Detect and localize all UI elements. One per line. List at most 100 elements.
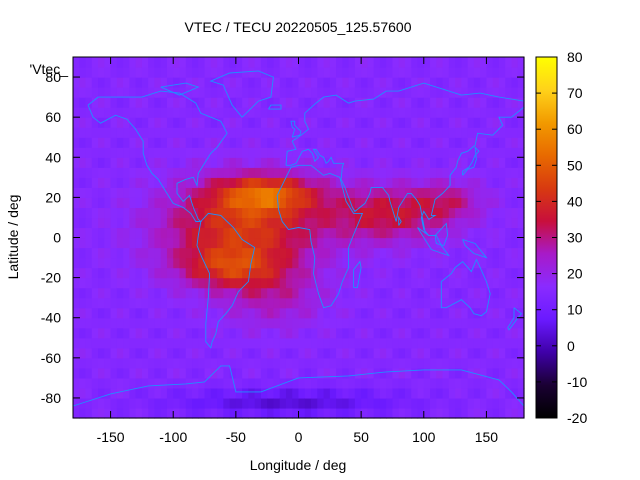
heatmap-cell bbox=[160, 137, 168, 148]
heatmap-cell bbox=[461, 97, 469, 108]
heatmap-cell bbox=[442, 307, 450, 319]
heatmap-cell bbox=[123, 317, 130, 329]
heatmap-cell bbox=[135, 377, 143, 389]
heatmap-cell bbox=[248, 217, 256, 229]
heatmap-cell bbox=[229, 167, 237, 178]
heatmap-cell bbox=[417, 247, 425, 259]
heatmap-cell bbox=[323, 117, 331, 128]
heatmap-cell bbox=[398, 297, 406, 309]
heatmap-cell bbox=[379, 397, 387, 409]
heatmap-cell bbox=[135, 387, 143, 399]
heatmap-cell bbox=[336, 367, 343, 379]
heatmap-cell bbox=[85, 137, 93, 148]
heatmap-cell bbox=[473, 327, 481, 339]
heatmap-cell bbox=[386, 137, 394, 148]
heatmap-cell bbox=[517, 327, 525, 339]
heatmap-cell bbox=[417, 407, 425, 419]
heatmap-cell bbox=[135, 257, 143, 269]
heatmap-cell bbox=[417, 67, 425, 78]
heatmap-cell bbox=[73, 197, 80, 209]
heatmap-cell bbox=[492, 367, 500, 379]
heatmap-cell bbox=[436, 137, 444, 148]
heatmap-cell bbox=[204, 247, 212, 259]
heatmap-cell bbox=[204, 387, 212, 399]
heatmap-cell bbox=[423, 287, 431, 299]
heatmap-cell bbox=[492, 187, 500, 198]
heatmap-cell bbox=[173, 297, 181, 309]
heatmap-cell bbox=[260, 307, 268, 319]
heatmap-cell bbox=[336, 207, 343, 219]
heatmap-cell bbox=[154, 247, 162, 259]
heatmap-cell bbox=[323, 377, 331, 389]
heatmap-cell bbox=[348, 357, 356, 369]
heatmap-cell bbox=[110, 357, 118, 369]
heatmap-cell bbox=[417, 367, 425, 379]
heatmap-cell bbox=[386, 87, 394, 98]
heatmap-cell bbox=[116, 277, 124, 289]
heatmap-cell bbox=[242, 107, 249, 118]
heatmap-cell bbox=[517, 247, 525, 259]
heatmap-cell bbox=[254, 147, 262, 158]
heatmap-cell bbox=[229, 327, 237, 339]
heatmap-cell bbox=[517, 237, 525, 249]
x-tick-label: -150 bbox=[97, 429, 125, 445]
heatmap-cell bbox=[505, 187, 513, 198]
heatmap-cell bbox=[148, 247, 156, 259]
heatmap-cell bbox=[304, 357, 312, 369]
heatmap-cell bbox=[367, 377, 375, 389]
heatmap-cell bbox=[273, 137, 281, 148]
heatmap-cell bbox=[517, 157, 525, 168]
heatmap-cell bbox=[461, 117, 469, 128]
heatmap-cell bbox=[260, 187, 268, 198]
heatmap-cell bbox=[436, 117, 444, 128]
heatmap-cell bbox=[342, 227, 350, 239]
heatmap-cell bbox=[116, 387, 124, 399]
heatmap-cell bbox=[135, 157, 143, 168]
heatmap-cell bbox=[436, 407, 444, 419]
coastline-sri-lanka bbox=[398, 215, 402, 226]
heatmap-cell bbox=[129, 407, 137, 419]
heatmap-cell bbox=[311, 177, 318, 188]
heatmap-cell bbox=[367, 137, 375, 148]
heatmap-cell bbox=[235, 277, 243, 289]
heatmap-cell bbox=[505, 277, 513, 289]
heatmap-cell bbox=[417, 237, 425, 249]
heatmap-cell bbox=[85, 397, 93, 409]
heatmap-cell bbox=[455, 187, 462, 198]
heatmap-cell bbox=[116, 207, 124, 219]
heatmap-cell bbox=[254, 97, 262, 108]
heatmap-cell bbox=[455, 237, 462, 249]
heatmap-cell bbox=[492, 317, 500, 329]
heatmap-cell bbox=[85, 357, 93, 369]
heatmap-cell bbox=[480, 207, 488, 219]
key-label: 'Vtec_ bbox=[30, 61, 69, 77]
heatmap-cell bbox=[279, 187, 287, 198]
heatmap-cell bbox=[185, 167, 193, 178]
heatmap-cell bbox=[455, 227, 462, 239]
heatmap-cell bbox=[154, 217, 162, 229]
heatmap-cell bbox=[311, 297, 318, 309]
heatmap-cell bbox=[373, 147, 381, 158]
heatmap-cell bbox=[85, 217, 93, 229]
heatmap-cell bbox=[217, 407, 224, 419]
heatmap-cell bbox=[442, 127, 450, 138]
heatmap-cell bbox=[417, 377, 425, 389]
heatmap-cell bbox=[198, 387, 206, 399]
heatmap-cell bbox=[110, 147, 118, 158]
heatmap-cell bbox=[329, 207, 337, 219]
heatmap-cell bbox=[517, 77, 525, 88]
heatmap-cell bbox=[217, 67, 224, 78]
heatmap-cell bbox=[354, 187, 362, 198]
heatmap-cell bbox=[217, 397, 224, 409]
heatmap-cell bbox=[116, 167, 124, 178]
heatmap-cell bbox=[430, 217, 437, 229]
heatmap-cell bbox=[98, 97, 105, 108]
heatmap-cell bbox=[498, 167, 506, 178]
heatmap-cell bbox=[448, 357, 456, 369]
heatmap-cell bbox=[185, 87, 193, 98]
heatmap-cell bbox=[229, 317, 237, 329]
heatmap-cell bbox=[104, 167, 112, 178]
heatmap-cell bbox=[505, 387, 513, 399]
heatmap-cell bbox=[473, 367, 481, 379]
heatmap-cell bbox=[292, 57, 300, 68]
